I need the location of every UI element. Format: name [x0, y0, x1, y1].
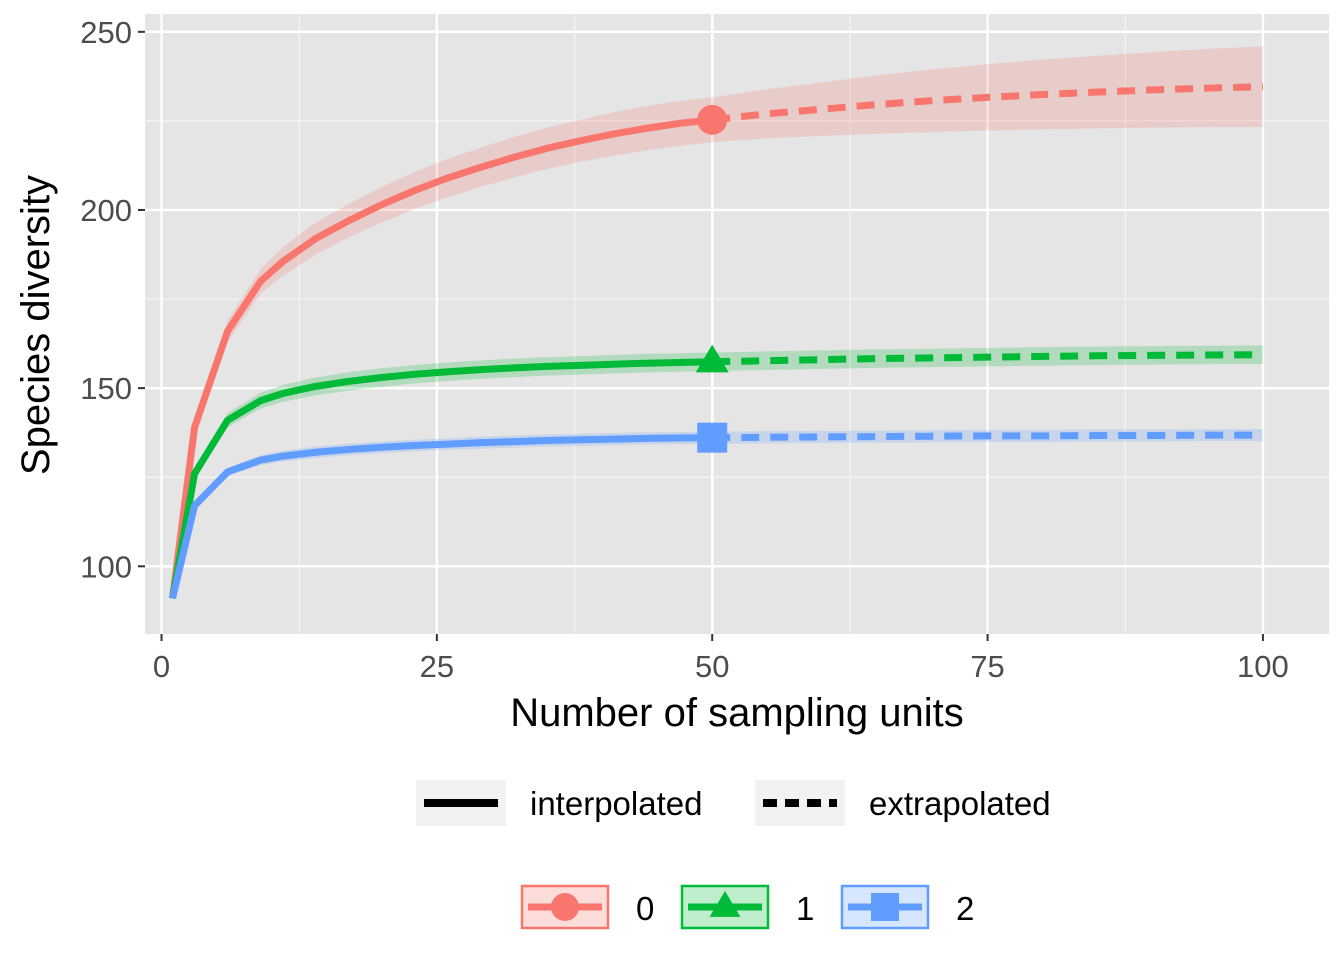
observed-point-0	[697, 104, 728, 135]
series-lines	[169, 83, 1264, 600]
line-extrapolated-2	[712, 431, 1263, 442]
x-tick-label: 0	[153, 649, 170, 684]
legend-marker-1	[709, 890, 741, 917]
x-tick-label: 75	[970, 649, 1004, 684]
x-axis: 0 25 50 75 100	[153, 634, 1289, 684]
line-interpolated-0	[169, 116, 713, 599]
plot-panel	[145, 14, 1329, 634]
x-tick-label: 100	[1237, 649, 1289, 684]
line-interpolated-1	[169, 358, 713, 599]
line-interpolated-2	[169, 434, 713, 600]
major-gridlines	[145, 14, 1329, 634]
line-extrapolated-1	[712, 351, 1263, 366]
y-tick-label: 100	[80, 549, 132, 584]
observed-point-1	[695, 344, 729, 373]
y-tick-label: 150	[80, 371, 132, 406]
legend-label-interpolated: interpolated	[530, 785, 702, 822]
x-tick-label: 25	[420, 649, 454, 684]
confidence-bands	[172, 46, 1263, 599]
x-tick-label: 50	[695, 649, 729, 684]
line-extrapolated-0	[711, 83, 1264, 124]
legend-label-1: 1	[796, 890, 814, 927]
legend-label-extrapolated: extrapolated	[869, 785, 1051, 822]
legend-label-2: 2	[956, 890, 974, 927]
y-tick-label: 250	[80, 15, 132, 50]
order-legend: 0 1 2	[520, 884, 974, 930]
y-axis: 100 150 200 250	[80, 15, 145, 584]
observed-points	[695, 104, 729, 453]
minor-gridlines	[145, 14, 1329, 634]
linetype-legend: interpolated extrapolated	[416, 780, 1051, 826]
band-0	[172, 46, 1263, 599]
y-tick-label: 200	[80, 193, 132, 228]
y-axis-title: Species diversity	[14, 175, 58, 475]
observed-point-2	[697, 422, 728, 453]
legend-label-0: 0	[636, 890, 654, 927]
x-axis-title: Number of sampling units	[510, 691, 964, 735]
legend-marker-2	[871, 893, 899, 921]
legend-marker-0	[551, 893, 579, 921]
